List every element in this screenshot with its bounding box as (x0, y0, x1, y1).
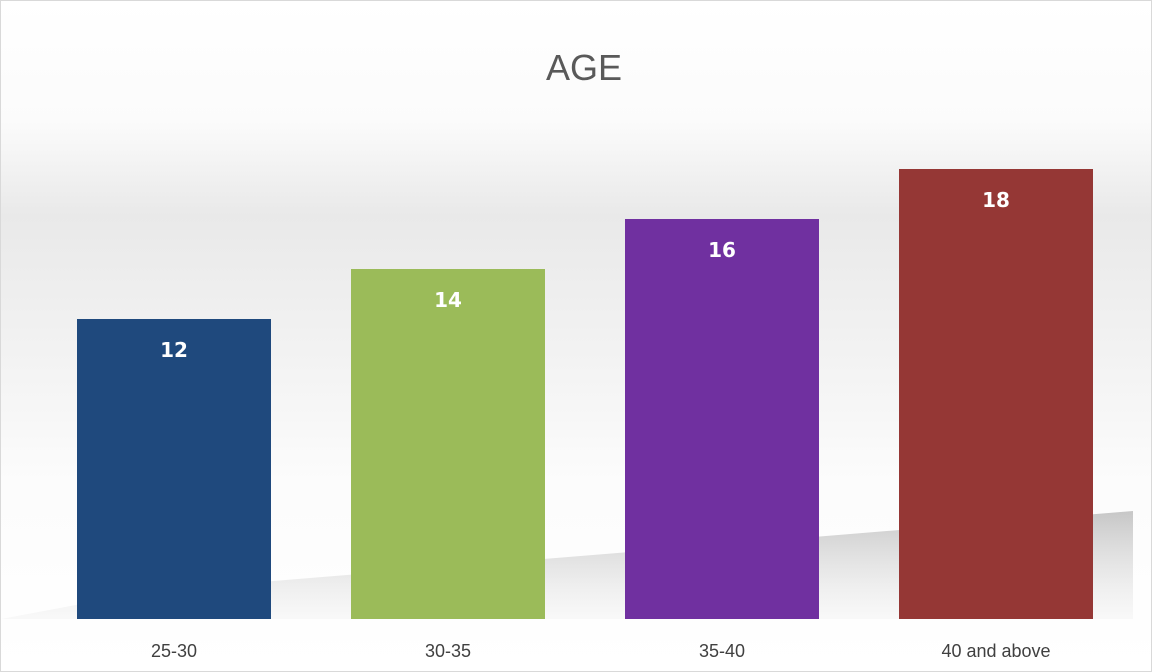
chart-title: AGE (546, 47, 622, 88)
bar-4 (899, 169, 1093, 619)
data-label-2: 14 (434, 288, 462, 312)
bar-2 (351, 269, 545, 619)
floor-shadow (1, 511, 1133, 619)
x-tick-label-1: 25-30 (151, 641, 197, 661)
data-label-4: 18 (982, 188, 1010, 212)
x-tick-label-3: 35-40 (699, 641, 745, 661)
bars-group (77, 169, 1093, 619)
data-label-1: 12 (160, 338, 188, 362)
x-axis-tick-labels: 25-30 30-35 35-40 40 and above (151, 641, 1051, 661)
bar-1 (77, 319, 271, 619)
bar-3 (625, 219, 819, 619)
x-tick-label-2: 30-35 (425, 641, 471, 661)
data-labels-group: 12 14 16 18 (160, 188, 1010, 362)
data-label-3: 16 (708, 238, 736, 262)
x-tick-label-4: 40 and above (941, 641, 1050, 661)
